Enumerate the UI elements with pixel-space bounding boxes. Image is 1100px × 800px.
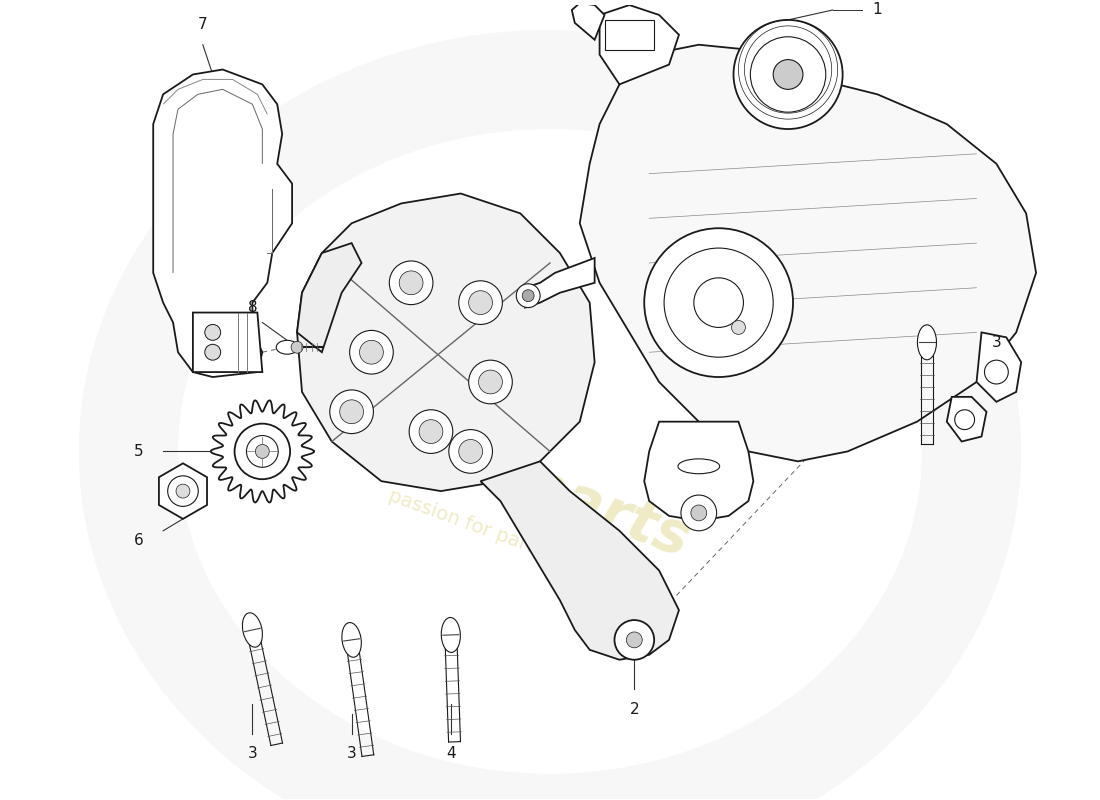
Circle shape xyxy=(750,37,826,112)
Circle shape xyxy=(330,390,373,434)
Ellipse shape xyxy=(79,30,1021,800)
Circle shape xyxy=(459,439,483,463)
Polygon shape xyxy=(297,194,595,491)
Circle shape xyxy=(984,360,1009,384)
Ellipse shape xyxy=(664,248,773,357)
Ellipse shape xyxy=(678,459,719,474)
Circle shape xyxy=(176,484,190,498)
Polygon shape xyxy=(158,463,207,519)
Polygon shape xyxy=(600,5,679,84)
Text: 6: 6 xyxy=(133,534,143,548)
Text: 4: 4 xyxy=(446,746,455,762)
Ellipse shape xyxy=(276,340,298,354)
Circle shape xyxy=(292,342,302,354)
Circle shape xyxy=(167,476,198,506)
Text: 2: 2 xyxy=(629,702,639,717)
Circle shape xyxy=(516,284,540,307)
Polygon shape xyxy=(580,45,1036,462)
Circle shape xyxy=(246,435,278,467)
Text: 3: 3 xyxy=(991,335,1001,350)
Text: 3: 3 xyxy=(248,746,257,762)
Text: 1: 1 xyxy=(872,2,882,18)
Polygon shape xyxy=(192,313,262,372)
Ellipse shape xyxy=(645,228,793,377)
Circle shape xyxy=(255,445,270,458)
Text: 5: 5 xyxy=(133,444,143,459)
Ellipse shape xyxy=(242,613,263,647)
Polygon shape xyxy=(297,243,362,352)
Circle shape xyxy=(469,290,493,314)
Circle shape xyxy=(389,261,433,305)
Polygon shape xyxy=(525,258,595,307)
Circle shape xyxy=(459,281,503,325)
Polygon shape xyxy=(645,422,754,521)
Circle shape xyxy=(449,430,493,474)
Circle shape xyxy=(478,370,503,394)
Circle shape xyxy=(522,290,535,302)
Ellipse shape xyxy=(441,618,460,652)
Text: passion for parts.unique: passion for parts.unique xyxy=(386,486,615,585)
Ellipse shape xyxy=(694,278,744,327)
Circle shape xyxy=(732,321,746,334)
Circle shape xyxy=(691,505,706,521)
Circle shape xyxy=(399,271,424,294)
Text: 7: 7 xyxy=(198,18,208,32)
Circle shape xyxy=(234,424,290,479)
Text: 3: 3 xyxy=(346,746,356,762)
Circle shape xyxy=(350,330,394,374)
Circle shape xyxy=(955,410,975,430)
Circle shape xyxy=(626,632,642,648)
Circle shape xyxy=(205,344,221,360)
Polygon shape xyxy=(947,397,987,442)
Circle shape xyxy=(419,420,443,443)
Circle shape xyxy=(205,325,221,340)
Circle shape xyxy=(681,495,717,530)
Polygon shape xyxy=(481,462,679,660)
Ellipse shape xyxy=(178,129,922,774)
Circle shape xyxy=(409,410,453,454)
Polygon shape xyxy=(572,3,605,40)
Polygon shape xyxy=(211,400,314,502)
Circle shape xyxy=(615,620,654,660)
Polygon shape xyxy=(605,20,654,50)
Circle shape xyxy=(773,59,803,90)
Circle shape xyxy=(734,20,843,129)
Polygon shape xyxy=(153,70,293,377)
Circle shape xyxy=(340,400,363,424)
Polygon shape xyxy=(977,332,1021,402)
Text: 8: 8 xyxy=(248,300,257,315)
Ellipse shape xyxy=(917,325,936,360)
Text: eurosparts: eurosparts xyxy=(342,394,697,569)
Ellipse shape xyxy=(342,622,361,658)
Circle shape xyxy=(360,340,383,364)
Circle shape xyxy=(469,360,513,404)
